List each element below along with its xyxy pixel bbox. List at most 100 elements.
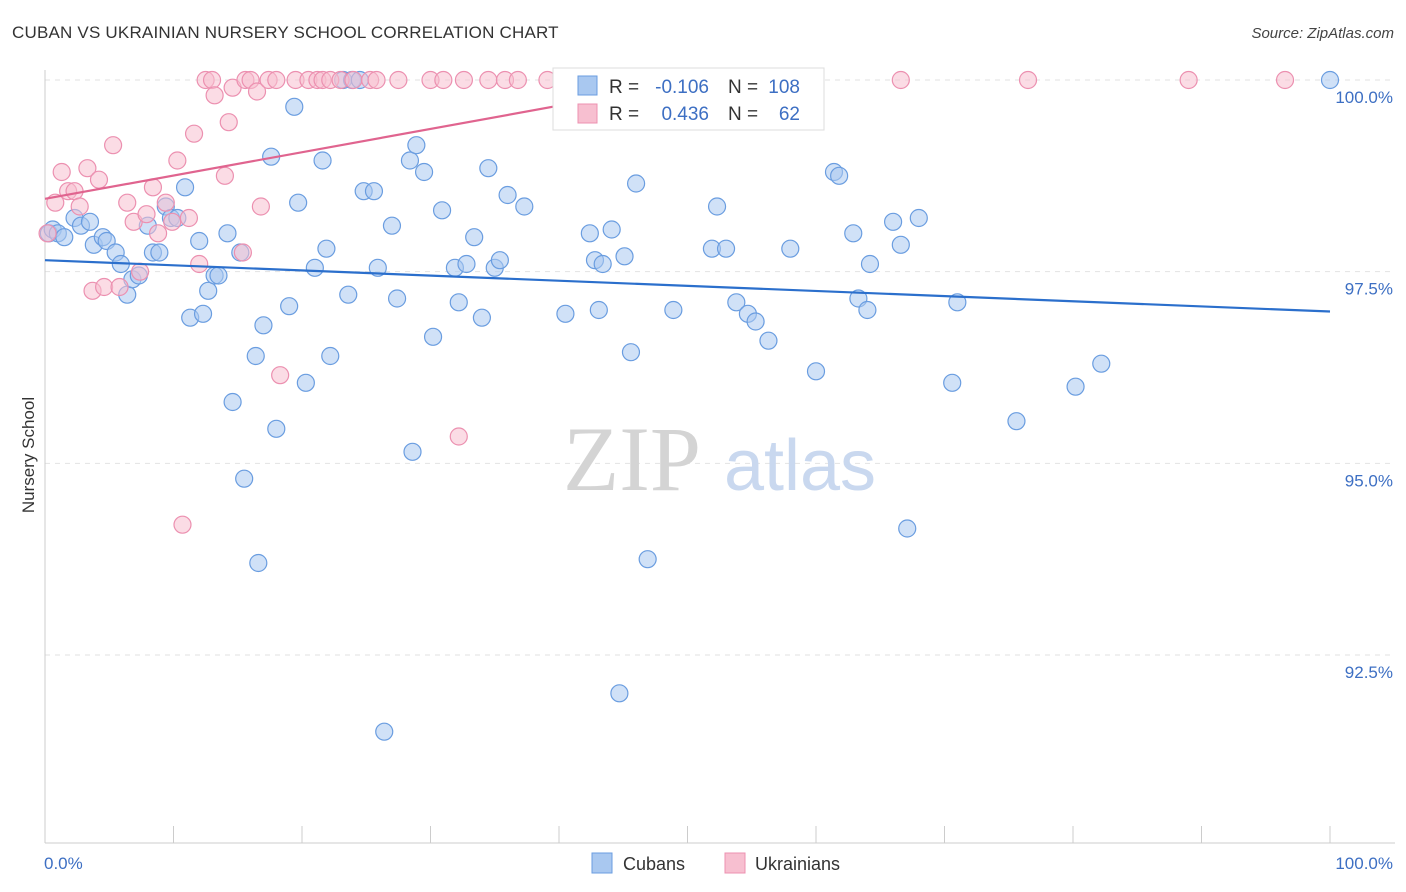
cuban-point-94	[830, 166, 849, 185]
cuban-point-42	[313, 151, 332, 170]
cuban-point-97	[858, 300, 877, 320]
ukrainian-point-35	[251, 197, 270, 216]
cuban-point-91	[781, 239, 800, 258]
trend-line-cubans	[44, 259, 1331, 313]
ukrainian-point-18	[156, 193, 175, 212]
cuban-point-95	[844, 224, 863, 243]
cuban-point-54	[387, 289, 407, 308]
ukrainian-point-31	[233, 243, 252, 262]
cuban-point-78	[615, 247, 634, 266]
cuban-point-17	[150, 243, 169, 262]
cuban-point-25	[199, 281, 218, 300]
bottom-legend-label-ukrainians: Ukrainians	[755, 854, 840, 874]
ukrainian-point-0	[38, 224, 57, 243]
ukrainian-point-27	[205, 86, 224, 105]
cuban-point-50	[364, 182, 384, 201]
ukrainian-point-2	[52, 162, 71, 182]
cuban-point-90	[759, 331, 778, 350]
cuban-point-32	[246, 346, 265, 366]
ukrainian-point-11	[110, 277, 129, 297]
ukrainian-point-19	[163, 212, 182, 231]
bottom-legend-label-cubans: Cubans	[623, 854, 685, 874]
cuban-point-81	[638, 550, 657, 569]
ukrainian-point-50	[434, 70, 453, 90]
ukrainian-point-55	[508, 70, 527, 90]
cuban-point-68	[490, 251, 509, 270]
ukrainian-point-62	[1275, 70, 1295, 90]
watermark-zip: ZIP	[563, 408, 701, 510]
cuban-point-62	[449, 293, 468, 312]
legend-n-label-cubans: N =	[728, 77, 758, 98]
legend-r-value-ukrainians: 0.436	[661, 104, 709, 125]
legend-r-value-cubans: -0.106	[655, 77, 709, 98]
y-tick-label-3: 100.0%	[1335, 88, 1393, 107]
cuban-point-38	[285, 97, 304, 116]
ukrainian-point-29	[219, 113, 238, 132]
cuban-point-76	[602, 220, 621, 239]
cuban-point-107	[1092, 354, 1111, 373]
legend-n-value-ukrainians: 62	[779, 104, 800, 125]
cuban-point-71	[556, 304, 575, 323]
cuban-point-87	[727, 293, 746, 312]
stats-legend: R = -0.106 N = 108 R = 0.436 N = 62	[552, 67, 825, 131]
cuban-point-3	[55, 228, 74, 247]
ukrainian-point-48	[389, 70, 408, 90]
cuban-point-33	[249, 553, 268, 573]
legend-swatch-ukrainians	[577, 103, 598, 124]
ukrainian-point-60	[1018, 70, 1038, 90]
cuban-point-31	[235, 469, 254, 488]
cuban-point-59	[423, 327, 443, 346]
ukrainian-point-10	[104, 136, 123, 155]
source-label: Source: ZipAtlas.com	[1251, 25, 1394, 42]
ukrainian-point-23	[184, 124, 204, 143]
legend-swatch-cubans	[577, 75, 598, 96]
cuban-point-28	[218, 224, 237, 243]
y-tick-label-1: 95.0%	[1345, 471, 1393, 490]
cuban-point-105	[1007, 412, 1026, 431]
ukrainian-point-59	[891, 70, 910, 90]
cuban-point-89	[746, 312, 765, 331]
ukrainian-point-34	[247, 82, 267, 101]
cuban-point-57	[407, 136, 426, 155]
ukrainian-point-9	[95, 277, 114, 297]
cuban-point-40	[296, 373, 315, 392]
cuban-point-74	[589, 300, 608, 320]
bottom-legend-swatch-ukrainians	[724, 852, 746, 874]
ukrainian-point-52	[454, 70, 474, 90]
cuban-point-99	[883, 212, 903, 231]
cuban-point-36	[267, 419, 286, 438]
legend-r-label-ukrainians: R =	[609, 104, 639, 125]
ukrainian-point-17	[148, 224, 168, 243]
cuban-point-23	[190, 231, 209, 251]
x-tick-label-1: 100.0%	[1335, 854, 1393, 873]
cuban-point-52	[375, 722, 394, 741]
cuban-point-66	[479, 159, 498, 178]
cuban-point-53	[382, 216, 402, 235]
cuban-point-79	[621, 343, 641, 362]
ukrainian-point-47	[367, 70, 386, 90]
cuban-point-108	[1320, 70, 1340, 90]
cuban-point-51	[368, 258, 387, 277]
ukrainian-point-5	[70, 197, 89, 216]
cuban-point-44	[321, 346, 340, 366]
ukrainian-point-22	[179, 208, 199, 228]
y-tick-labels: 92.5% 95.0% 97.5% 100.0%	[1335, 88, 1393, 682]
y-axis-label: Nursery School	[19, 397, 38, 513]
cuban-point-80	[626, 174, 646, 193]
cuban-point-21	[175, 178, 195, 197]
series-cubans	[39, 70, 1340, 741]
ukrainian-point-53	[479, 70, 498, 90]
cuban-point-27	[209, 266, 228, 285]
series-ukrainians	[38, 70, 1295, 534]
gridlines	[45, 79, 1395, 656]
ukrainian-point-38	[271, 366, 290, 385]
cuban-point-101	[898, 519, 917, 538]
cuban-point-104	[948, 293, 967, 312]
ukrainian-point-4	[65, 182, 84, 201]
ukrainian-point-24	[190, 254, 209, 274]
chart-title: CUBAN VS UKRAINIAN NURSERY SCHOOL CORREL…	[12, 23, 559, 42]
cuban-point-102	[909, 208, 928, 228]
cuban-point-64	[465, 228, 484, 247]
ukrainian-point-61	[1179, 70, 1198, 90]
